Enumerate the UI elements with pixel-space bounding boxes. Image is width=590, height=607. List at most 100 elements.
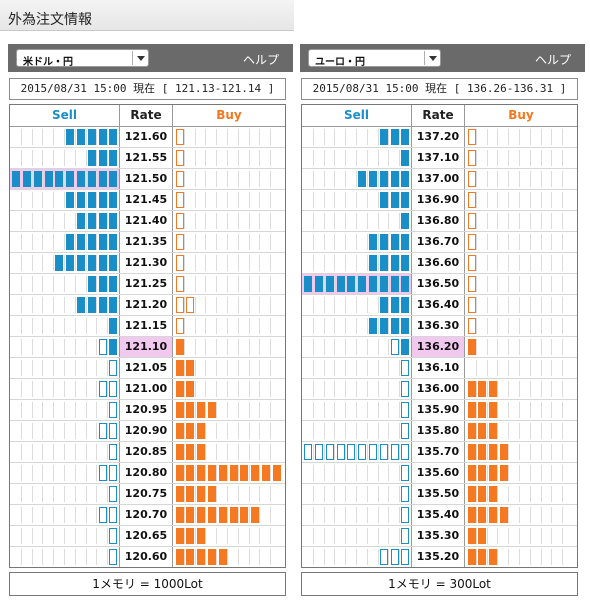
ladder-row: 136.20: [302, 337, 577, 358]
sell-block: [23, 171, 31, 187]
help-link[interactable]: ヘルプ: [534, 53, 571, 67]
grid-tick: [85, 507, 87, 523]
sell-bar: [10, 295, 119, 315]
grid-tick: [475, 192, 477, 208]
grid-tick: [334, 129, 336, 145]
buy-block: [186, 297, 195, 313]
chevron-down-icon: [429, 56, 437, 61]
grid-tick: [96, 150, 98, 166]
grid-tick: [345, 486, 347, 502]
grid-tick: [323, 549, 325, 565]
grid-tick: [540, 255, 542, 271]
grid-tick: [508, 381, 510, 397]
rate-cell: 121.30: [119, 253, 173, 273]
grid-tick: [96, 318, 98, 334]
buy-block: [207, 486, 216, 502]
grid-tick: [345, 192, 347, 208]
grid-tick: [259, 255, 261, 271]
grid-tick: [356, 297, 357, 313]
grid-tick: [85, 171, 87, 187]
buy-block: [175, 381, 184, 397]
rate-header: Rate: [411, 105, 465, 126]
help-link[interactable]: ヘルプ: [242, 53, 279, 67]
grid-tick: [356, 171, 357, 187]
ladder-row: 136.80: [302, 211, 577, 232]
grid-tick: [323, 192, 325, 208]
grid-tick: [96, 360, 98, 376]
sell-block: [379, 192, 388, 208]
buy-bar: [174, 232, 285, 252]
sell-block: [109, 171, 118, 187]
grid-tick: [312, 234, 314, 250]
rate-cell: 135.60: [411, 463, 465, 483]
buy-block: [489, 507, 498, 523]
grid-tick: [388, 507, 390, 523]
grid-tick: [42, 234, 44, 250]
sell-block: [109, 486, 118, 502]
grid-tick: [107, 465, 109, 481]
grid-tick: [248, 318, 250, 334]
buy-bar: [466, 274, 577, 294]
grid-tick: [388, 255, 390, 271]
grid-tick: [551, 276, 553, 292]
grid-tick: [183, 318, 185, 334]
grid-tick: [216, 528, 218, 544]
grid-tick: [64, 360, 65, 376]
page-title-bar: 外為注文情報: [0, 0, 294, 31]
grid-tick: [497, 486, 499, 502]
grid-tick: [194, 465, 196, 481]
grid-tick: [388, 213, 390, 229]
sell-block: [379, 129, 388, 145]
grid-tick: [259, 129, 261, 145]
buy-block: [478, 423, 487, 439]
grid-tick: [519, 255, 520, 271]
sell-bar: [302, 127, 411, 147]
rate-status: 2015/08/31 15:00 現在 [ 121.13-121.14 ]: [9, 78, 286, 100]
buy-block: [467, 423, 476, 439]
buy-block: [175, 318, 184, 334]
grid-tick: [53, 402, 55, 418]
buy-block: [489, 423, 498, 439]
currency-select[interactable]: ユーロ・円: [308, 49, 441, 68]
grid-tick: [248, 213, 250, 229]
grid-tick: [96, 465, 98, 481]
grid-tick: [194, 276, 196, 292]
grid-tick: [259, 486, 261, 502]
dropdown-button[interactable]: [424, 51, 439, 65]
grid-tick: [519, 444, 520, 460]
sell-block: [66, 234, 75, 250]
grid-tick: [74, 192, 76, 208]
grid-tick: [312, 549, 314, 565]
grid-tick: [399, 549, 401, 565]
sell-block: [87, 129, 96, 145]
grid-tick: [248, 339, 250, 355]
grid-tick: [259, 507, 261, 523]
grid-tick: [399, 381, 401, 397]
sell-block: [109, 507, 118, 523]
grid-tick: [31, 444, 33, 460]
buy-block: [251, 465, 260, 481]
dropdown-button[interactable]: [132, 51, 147, 65]
grid-tick: [85, 213, 87, 229]
grid-tick: [562, 423, 564, 439]
grid-tick: [366, 213, 368, 229]
sell-block: [401, 297, 410, 313]
grid-tick: [74, 150, 76, 166]
grid-tick: [366, 486, 368, 502]
sell-block: [87, 171, 96, 187]
sell-block: [98, 297, 107, 313]
grid-tick: [205, 528, 207, 544]
grid-tick: [248, 402, 250, 418]
sell-block: [401, 171, 410, 187]
grid-tick: [259, 465, 261, 481]
rate-cell: 121.00: [119, 379, 173, 399]
rate-cell: 135.20: [411, 547, 465, 567]
sell-block: [109, 444, 118, 460]
grid-tick: [31, 381, 33, 397]
grid-tick: [551, 213, 553, 229]
currency-select[interactable]: 米ドル・円: [16, 49, 149, 68]
grid-tick: [227, 423, 228, 439]
buy-block: [175, 150, 184, 166]
grid-tick: [551, 150, 553, 166]
grid-tick: [216, 507, 218, 523]
